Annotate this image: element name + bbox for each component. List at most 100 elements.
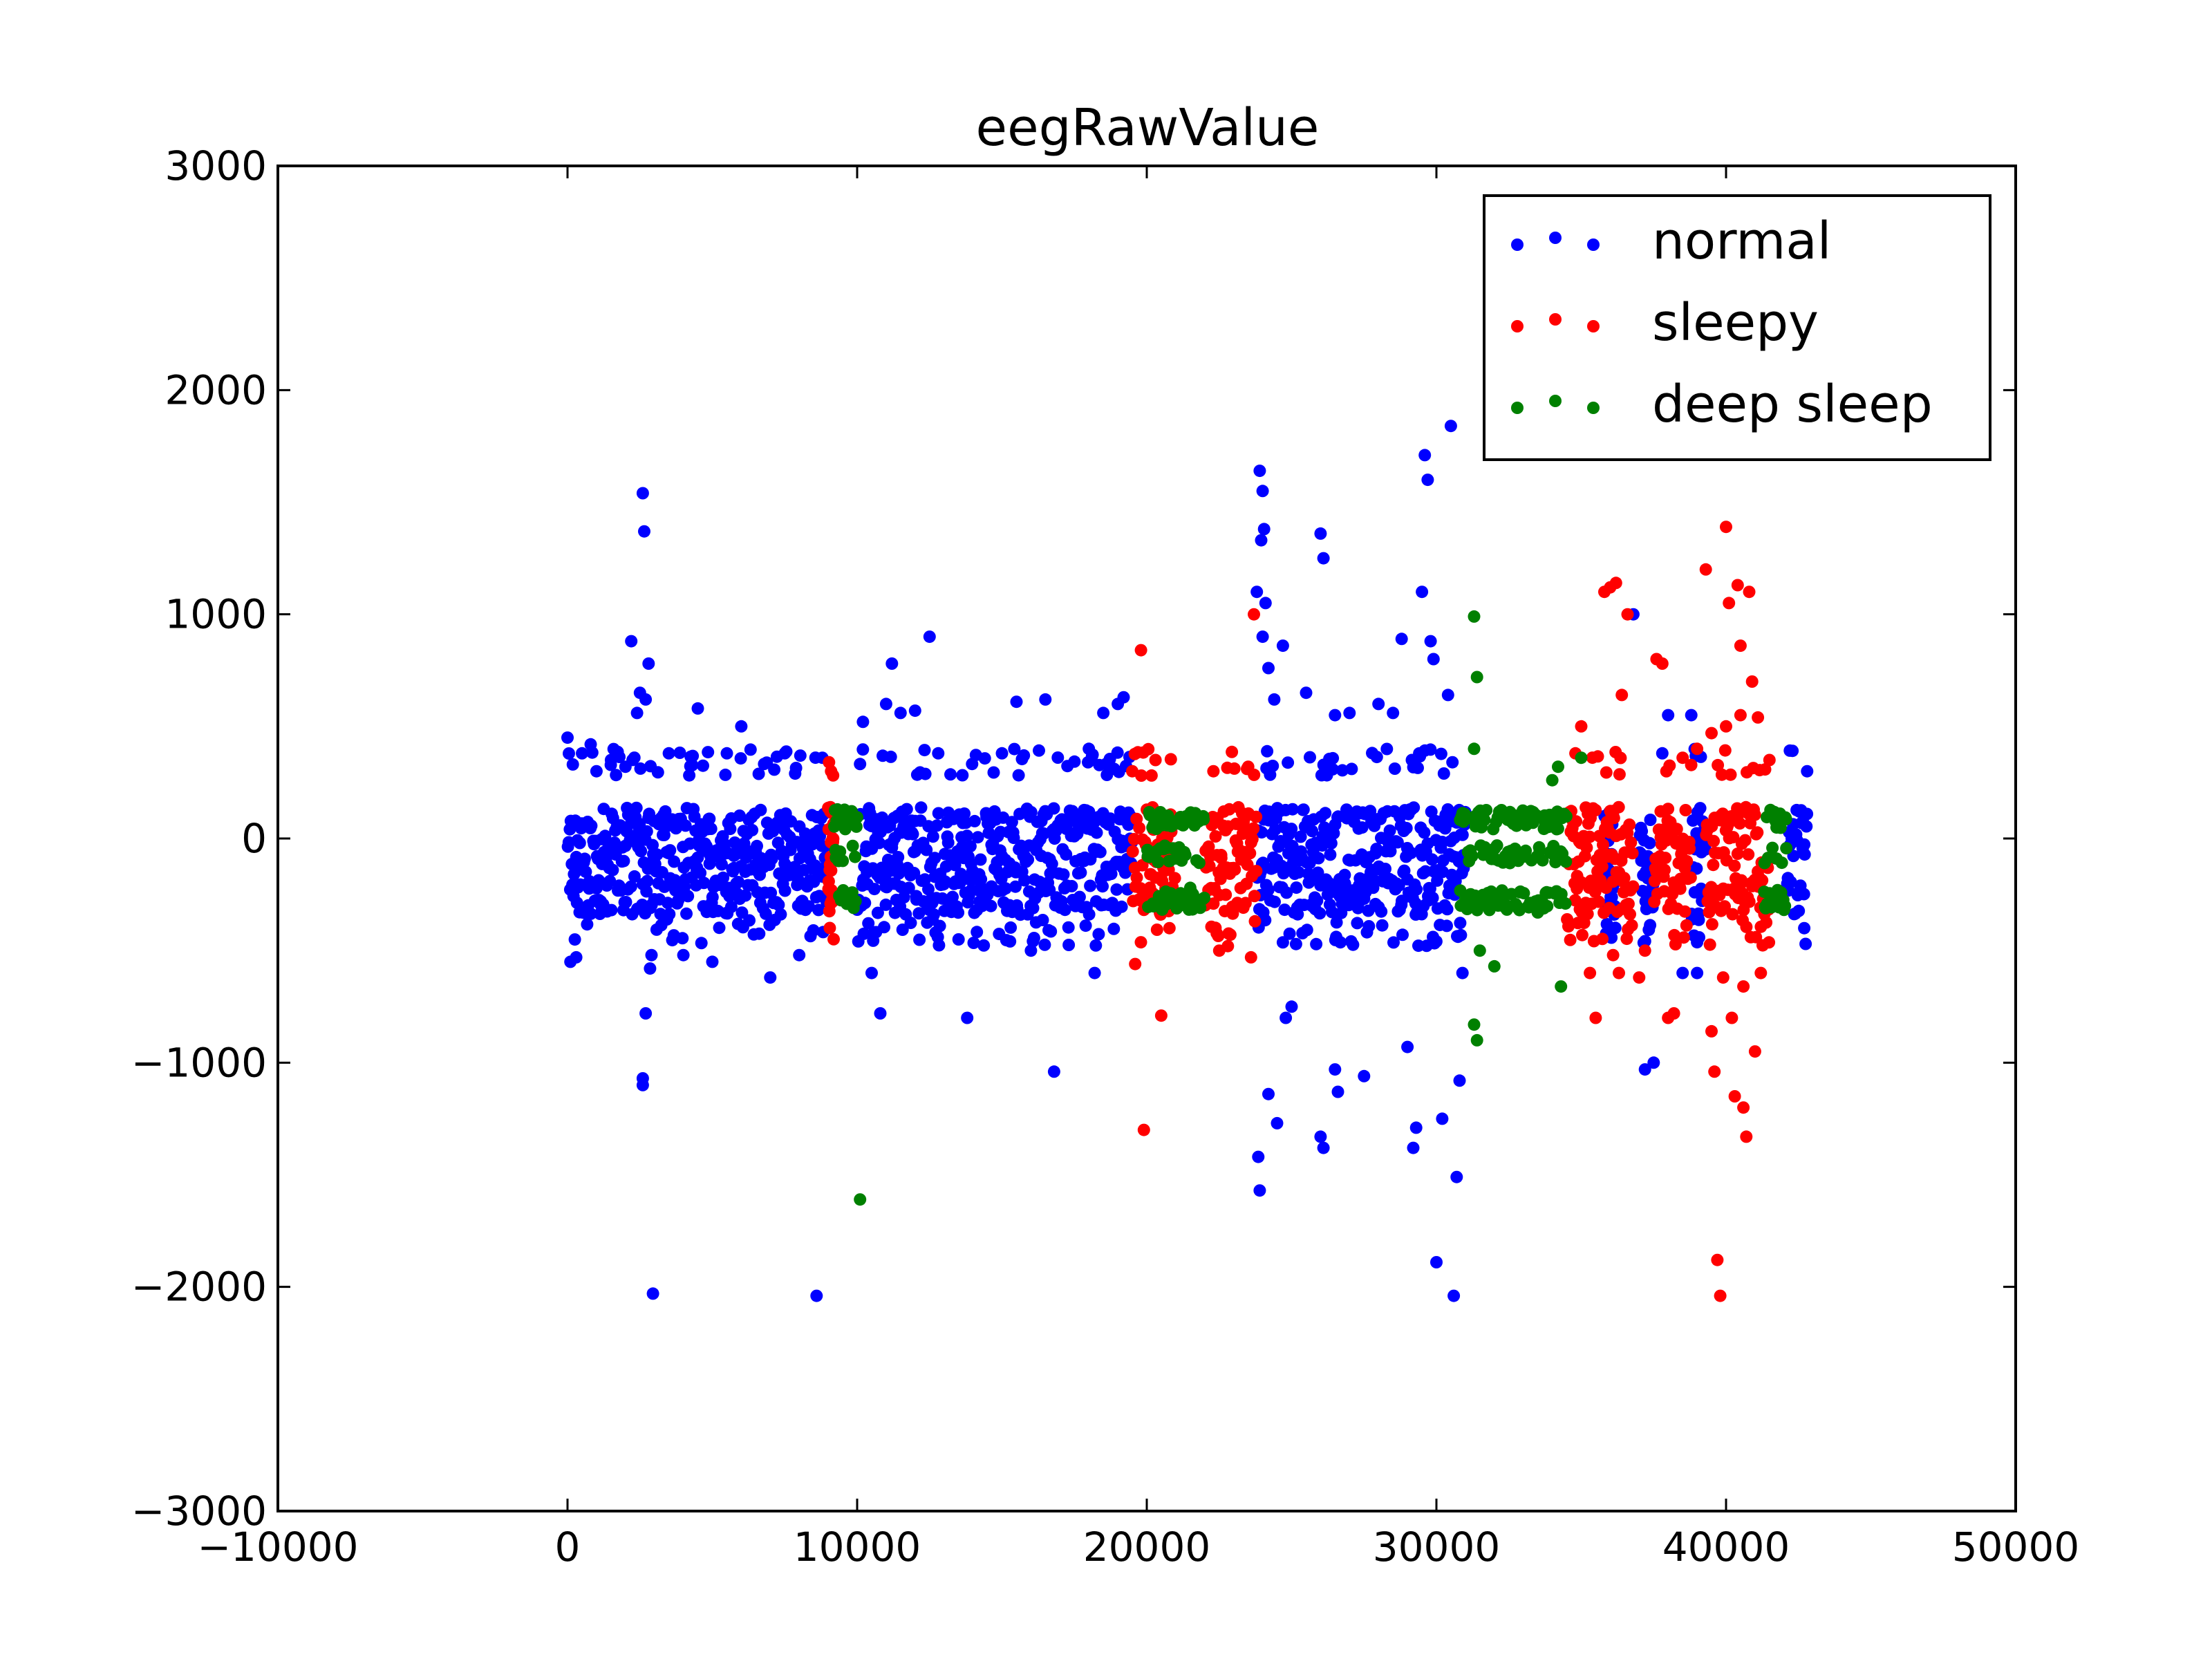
data-point: [1051, 751, 1065, 764]
data-point: [971, 831, 984, 844]
data-point: [1699, 563, 1712, 576]
data-point: [1668, 928, 1681, 941]
data-point: [1691, 966, 1704, 980]
data-point: [1627, 880, 1640, 893]
data-point: [1202, 840, 1215, 853]
data-point: [1737, 1101, 1750, 1114]
data-point: [1800, 820, 1813, 833]
data-point: [1407, 1141, 1420, 1154]
data-point: [1731, 579, 1744, 592]
data-point: [1319, 807, 1332, 820]
data-point: [849, 894, 862, 908]
data-point: [697, 877, 711, 890]
data-point: [1118, 866, 1132, 879]
data-point: [1154, 1009, 1168, 1022]
data-point: [1575, 751, 1588, 765]
data-point: [1754, 966, 1768, 980]
data-point: [1329, 709, 1342, 722]
data-point: [1678, 905, 1691, 918]
data-point: [1110, 883, 1123, 896]
data-point: [984, 899, 997, 912]
data-point: [1559, 897, 1572, 910]
data-point: [926, 830, 939, 843]
data-point: [1396, 894, 1408, 908]
data-point: [1715, 768, 1728, 781]
data-point: [1676, 751, 1689, 765]
data-point: [566, 758, 579, 771]
data-point: [941, 836, 955, 849]
data-point: [1283, 927, 1296, 940]
data-point: [624, 880, 637, 893]
data-point: [1248, 890, 1261, 903]
data-point: [635, 845, 648, 858]
data-point: [1256, 630, 1269, 644]
data-point: [1703, 938, 1716, 951]
data-point: [1683, 842, 1696, 855]
data-point: [1766, 841, 1779, 854]
data-point: [1444, 420, 1457, 433]
data-point: [752, 767, 765, 780]
data-point: [1426, 891, 1439, 904]
data-point: [1798, 838, 1811, 851]
data-point: [1684, 871, 1697, 884]
legend-marker: [1587, 402, 1600, 414]
data-point: [1591, 750, 1604, 763]
data-point: [794, 749, 807, 762]
data-point: [1763, 936, 1776, 949]
data-point: [933, 919, 946, 932]
data-point: [930, 819, 944, 832]
data-point: [570, 897, 583, 909]
data-point: [717, 871, 730, 884]
data-point: [673, 747, 686, 759]
data-point: [1164, 753, 1177, 766]
data-point: [778, 747, 791, 760]
data-point: [1209, 830, 1222, 843]
data-point: [1436, 1112, 1449, 1125]
data-point: [1079, 919, 1092, 932]
data-point: [1570, 815, 1583, 828]
data-point: [967, 937, 980, 949]
data-point: [1253, 1184, 1266, 1197]
data-point: [1367, 873, 1380, 886]
data-point: [646, 838, 659, 852]
data-point: [1751, 826, 1764, 839]
data-point: [1427, 653, 1440, 666]
data-point: [1356, 821, 1369, 834]
data-point: [1012, 769, 1025, 782]
data-point: [1465, 850, 1479, 863]
data-point: [1345, 762, 1358, 776]
data-point: [1779, 813, 1792, 825]
data-point: [956, 769, 969, 782]
data-point: [1748, 808, 1761, 821]
data-point: [753, 927, 766, 940]
data-point: [1797, 888, 1810, 901]
data-point: [1622, 897, 1635, 910]
data-point: [944, 768, 957, 781]
data-point: [946, 890, 959, 903]
y-tick-label: 0: [241, 815, 267, 862]
data-point: [1335, 906, 1348, 919]
data-point: [1286, 803, 1299, 816]
data-point: [1338, 868, 1351, 881]
data-point: [1662, 709, 1675, 722]
data-point: [1446, 756, 1459, 769]
data-point: [1615, 688, 1629, 702]
data-point: [697, 759, 709, 772]
data-point: [715, 858, 728, 871]
data-point: [856, 743, 870, 756]
data-point: [1412, 761, 1424, 774]
data-point: [1248, 915, 1262, 928]
data-point: [1285, 823, 1298, 836]
data-point: [1712, 758, 1725, 771]
data-point: [1018, 874, 1031, 887]
data-point: [978, 752, 991, 765]
data-point: [1685, 709, 1698, 722]
data-point: [1311, 894, 1324, 908]
data-point: [1716, 971, 1730, 984]
data-point: [619, 760, 632, 774]
data-point: [576, 747, 588, 760]
data-point: [1244, 847, 1257, 860]
data-point: [1430, 1256, 1443, 1268]
data-point: [1625, 919, 1638, 932]
data-point: [871, 906, 884, 919]
